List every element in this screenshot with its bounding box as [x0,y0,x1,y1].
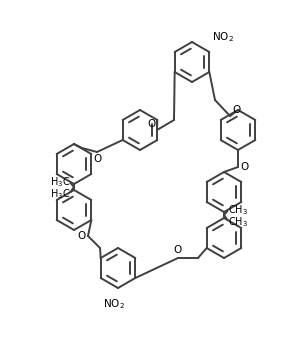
Text: O: O [240,162,248,172]
Text: O: O [174,245,182,255]
Text: O: O [93,154,101,164]
Text: O: O [148,119,156,129]
Text: NO$_2$: NO$_2$ [103,297,125,311]
Text: H$_3$C: H$_3$C [50,187,70,201]
Text: O: O [232,105,240,115]
Text: H$_3$C: H$_3$C [50,175,70,189]
Text: CH$_3$: CH$_3$ [228,215,248,229]
Text: CH$_3$: CH$_3$ [228,203,248,217]
Text: O: O [78,231,86,241]
Text: NO$_2$: NO$_2$ [212,30,234,44]
